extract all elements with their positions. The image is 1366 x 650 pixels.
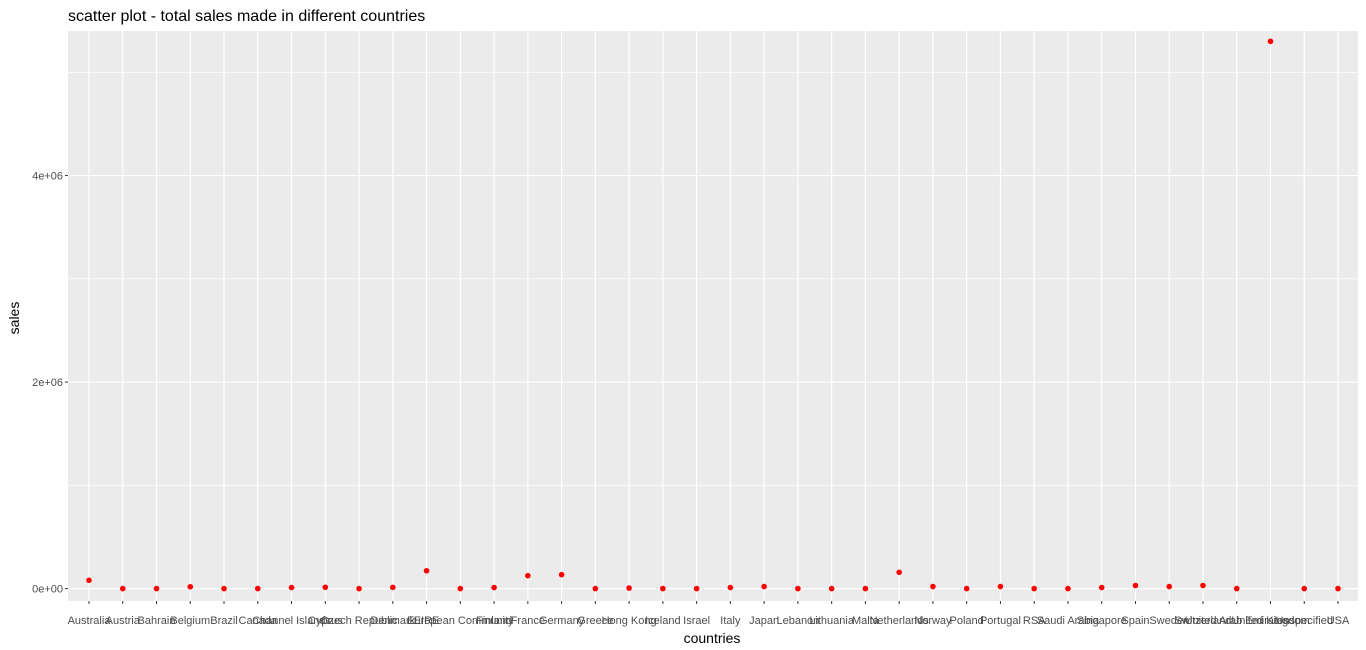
data-point <box>1267 38 1274 45</box>
data-point <box>1031 585 1037 592</box>
data-point <box>187 583 194 590</box>
x-tick-label: Israel <box>683 615 710 627</box>
x-tick-label: Netherlands <box>869 615 929 627</box>
x-tick-label: EIRE <box>414 615 440 627</box>
x-axis-title: countries <box>684 630 741 646</box>
data-point <box>423 567 430 574</box>
x-tick-label: Czech Republic <box>321 615 399 627</box>
x-tick-label: Poland <box>950 615 984 627</box>
data-point <box>356 585 362 592</box>
data-point <box>221 585 227 592</box>
x-tick-label: Malta <box>852 615 880 627</box>
data-point <box>254 585 261 592</box>
data-point <box>119 585 126 592</box>
data-point <box>1098 584 1105 591</box>
data-point <box>795 585 801 592</box>
data-point <box>660 585 666 592</box>
x-tick-label: Finland <box>476 615 512 627</box>
data-point <box>153 585 160 592</box>
data-point <box>693 585 700 592</box>
data-point <box>997 583 1004 590</box>
x-tick-label: Japan <box>749 615 779 627</box>
x-tick-label: Lithuania <box>809 615 855 627</box>
x-tick-label: Singapore <box>1077 615 1127 627</box>
x-tick-label: Hong Kong <box>602 615 657 627</box>
data-point <box>1335 585 1341 592</box>
x-tick-label: Norway <box>914 615 952 627</box>
x-tick-label: RSA <box>1023 615 1046 627</box>
major-gridlines <box>68 31 1358 601</box>
chart-title: scatter plot - total sales made in diffe… <box>68 8 425 25</box>
plot-panel <box>68 31 1358 601</box>
data-point <box>457 585 464 592</box>
x-tick-label: Belgium <box>170 615 210 627</box>
y-axis-ticks: 0e+00 2e+06 4e+06 <box>32 171 68 596</box>
data-point <box>1166 583 1173 590</box>
x-tick-label: Iceland <box>645 615 680 627</box>
data-point <box>862 585 869 592</box>
x-tick-label: Cyprus <box>308 615 343 627</box>
x-tick-label: Brazil <box>210 615 238 627</box>
data-point <box>828 585 835 592</box>
y-tick-label: 4e+06 <box>32 171 63 183</box>
data-point <box>1233 585 1240 592</box>
x-tick-label: Italy <box>720 615 741 627</box>
x-tick-label: Unspecified <box>1276 615 1333 627</box>
data-point <box>592 585 599 592</box>
data-points <box>86 38 1341 592</box>
minor-gridlines <box>68 72 1358 486</box>
x-tick-label: Greece <box>577 615 613 627</box>
x-tick-label: France <box>511 615 545 627</box>
x-tick-label: United Arab Emirates <box>1185 615 1289 627</box>
data-point <box>761 583 767 590</box>
x-tick-label: European Community <box>407 615 514 627</box>
data-point <box>963 585 970 592</box>
data-point <box>1132 582 1139 589</box>
x-tick-label: United Kingdom <box>1231 615 1309 627</box>
data-point <box>727 584 734 591</box>
x-tick-label: USA <box>1327 615 1350 627</box>
data-point <box>525 572 531 579</box>
y-tick-label: 2e+06 <box>32 377 63 389</box>
x-tick-label: Denmark <box>370 615 415 627</box>
x-tick-label: Australia <box>68 615 112 627</box>
data-point <box>1065 585 1071 592</box>
y-tick-label: 0e+00 <box>32 584 63 596</box>
y-axis-title: sales <box>6 302 22 335</box>
x-tick-label: Channel Islands <box>252 615 331 627</box>
data-point <box>930 583 936 590</box>
x-tick-label: Canada <box>239 615 278 627</box>
x-tick-label: Portugal <box>980 615 1021 627</box>
x-tick-label: Saudi Arabia <box>1037 615 1100 627</box>
x-tick-label: Austria <box>106 615 141 627</box>
data-point <box>390 584 396 591</box>
x-tick-label: Switzerland <box>1175 615 1232 627</box>
data-point <box>491 584 497 591</box>
data-point <box>1200 582 1206 589</box>
x-tick-label: Germany <box>539 615 585 627</box>
x-tick-label: Lebanon <box>776 615 819 627</box>
x-tick-label: Bahrain <box>138 615 176 627</box>
data-point <box>86 577 92 584</box>
data-point <box>896 569 902 576</box>
x-tick-label: Spain <box>1121 615 1149 627</box>
data-point <box>1301 585 1308 592</box>
data-point <box>558 571 565 578</box>
data-point <box>288 584 295 591</box>
x-tick-label: Sweden <box>1149 615 1189 627</box>
data-point <box>322 584 329 591</box>
data-point <box>626 585 632 591</box>
